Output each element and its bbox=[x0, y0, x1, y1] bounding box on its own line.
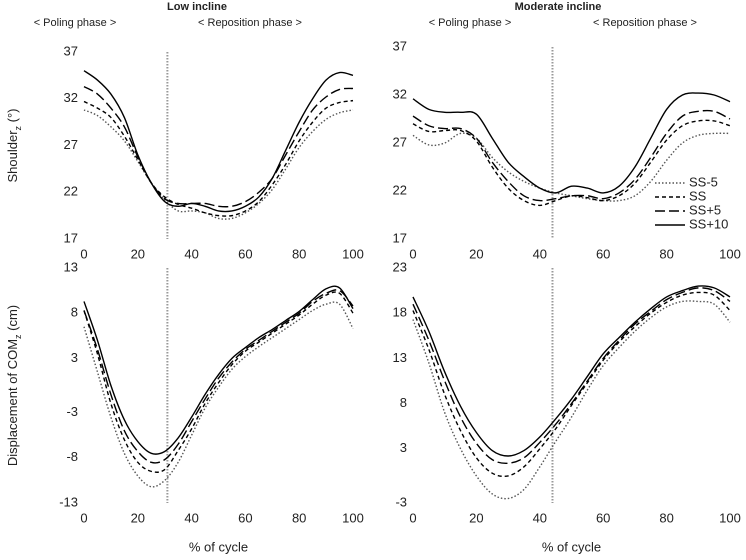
x-tick-label: 80 bbox=[292, 510, 306, 525]
y-tick-label: 32 bbox=[393, 86, 407, 101]
x-tick-label: 40 bbox=[533, 246, 547, 261]
y-tick-label: 27 bbox=[393, 134, 407, 149]
y-axis-label: Displacement of COMz (cm) bbox=[5, 305, 23, 466]
x-tick-label: 0 bbox=[409, 246, 416, 261]
series-line bbox=[83, 301, 354, 488]
panel-title: Low incline bbox=[167, 1, 227, 13]
x-tick-label: 40 bbox=[184, 246, 198, 261]
legend-label: SS-5 bbox=[689, 174, 718, 189]
x-tick-label: 20 bbox=[469, 510, 483, 525]
y-axis-label-part: z bbox=[13, 334, 23, 339]
panel-title: Moderate incline bbox=[515, 1, 602, 13]
x-tick-label: 100 bbox=[719, 246, 741, 261]
series-line bbox=[83, 70, 354, 213]
x-tick-label: 40 bbox=[184, 510, 198, 525]
y-tick-label: -8 bbox=[66, 449, 78, 464]
legend-label: SS+5 bbox=[689, 202, 721, 217]
x-tick-label: 0 bbox=[409, 510, 416, 525]
x-tick-label: 20 bbox=[469, 246, 483, 261]
phase-label: < Reposition phase > bbox=[593, 17, 697, 29]
y-axis-label-part: Shoulder bbox=[5, 130, 20, 183]
y-tick-label: 18 bbox=[393, 305, 407, 320]
y-tick-label: -3 bbox=[395, 494, 407, 509]
x-tick-label: 60 bbox=[238, 246, 252, 261]
x-tick-label: 80 bbox=[292, 246, 306, 261]
x-tick-label: 60 bbox=[596, 510, 610, 525]
x-tick-label: 80 bbox=[659, 246, 673, 261]
y-axis-label-part: (°) bbox=[5, 108, 20, 125]
y-tick-label: 22 bbox=[64, 184, 78, 199]
y-tick-label: -13 bbox=[59, 494, 78, 509]
x-tick-label: 0 bbox=[80, 510, 87, 525]
x-tick-label: 40 bbox=[533, 510, 547, 525]
series-line bbox=[412, 291, 731, 478]
y-axis-label-part: (cm) bbox=[5, 305, 20, 335]
series-line bbox=[412, 287, 731, 464]
series-line bbox=[412, 300, 731, 500]
y-tick-label: 37 bbox=[64, 43, 78, 58]
x-axis-label: % of cycle bbox=[542, 539, 601, 554]
y-axis-label-part: z bbox=[13, 125, 23, 130]
legend-label: SS+10 bbox=[689, 216, 728, 231]
series-line bbox=[83, 109, 354, 220]
x-tick-label: 60 bbox=[596, 246, 610, 261]
y-tick-label: 22 bbox=[393, 182, 407, 197]
series-line bbox=[412, 109, 731, 202]
series-line bbox=[412, 92, 731, 194]
x-tick-label: 20 bbox=[131, 510, 145, 525]
y-tick-label: 13 bbox=[64, 259, 78, 274]
series-line bbox=[83, 289, 354, 464]
legend-label: SS bbox=[689, 188, 707, 203]
y-tick-label: 8 bbox=[400, 395, 407, 410]
y-tick-label: 17 bbox=[393, 230, 407, 245]
y-axis-label: Shoulderz (°) bbox=[5, 108, 23, 182]
y-tick-label: 17 bbox=[64, 230, 78, 245]
y-tick-label: -3 bbox=[66, 404, 78, 419]
x-tick-label: 100 bbox=[342, 510, 364, 525]
phase-label: < Poling phase > bbox=[34, 17, 117, 29]
y-tick-label: 37 bbox=[393, 38, 407, 53]
series-line bbox=[83, 291, 354, 473]
y-tick-label: 13 bbox=[393, 350, 407, 365]
x-tick-label: 60 bbox=[238, 510, 252, 525]
x-tick-label: 100 bbox=[719, 510, 741, 525]
y-tick-label: 3 bbox=[400, 440, 407, 455]
y-tick-label: 3 bbox=[71, 350, 78, 365]
series-line bbox=[412, 285, 731, 457]
phase-label: < Reposition phase > bbox=[198, 17, 302, 29]
series-line bbox=[412, 132, 731, 202]
y-axis-label-part: Displacement of COM bbox=[5, 339, 20, 466]
series-line bbox=[83, 99, 354, 217]
y-tick-label: 27 bbox=[64, 137, 78, 152]
x-tick-label: 0 bbox=[80, 246, 87, 261]
x-tick-label: 100 bbox=[342, 246, 364, 261]
y-tick-label: 23 bbox=[393, 259, 407, 274]
x-axis-label: % of cycle bbox=[189, 539, 248, 554]
series-line bbox=[83, 85, 354, 208]
phase-label: < Poling phase > bbox=[429, 17, 512, 29]
x-tick-label: 80 bbox=[659, 510, 673, 525]
series-line bbox=[83, 285, 354, 455]
y-tick-label: 32 bbox=[64, 90, 78, 105]
y-tick-label: 8 bbox=[71, 305, 78, 320]
x-tick-label: 20 bbox=[131, 246, 145, 261]
